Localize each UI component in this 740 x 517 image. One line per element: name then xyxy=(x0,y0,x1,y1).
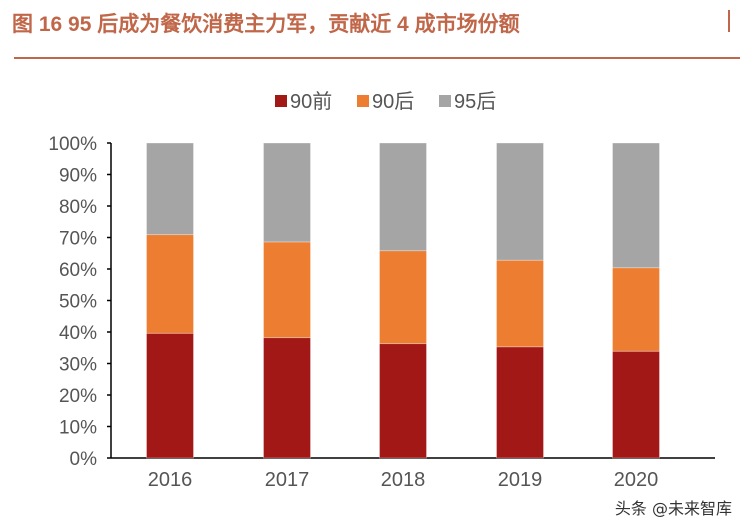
y-tick-label: 10% xyxy=(59,418,97,439)
bar-90后-2019 xyxy=(496,259,544,348)
bar-90前-2016 xyxy=(146,332,194,459)
x-tick-label: 2020 xyxy=(614,469,659,491)
bar-90后-2017 xyxy=(263,241,311,339)
bar-95后-2020 xyxy=(612,142,660,269)
x-tick-label: 2019 xyxy=(498,469,543,491)
y-tick-label: 80% xyxy=(59,197,97,218)
bar-95后-2018 xyxy=(379,142,427,252)
legend-swatch-90后 xyxy=(357,95,369,107)
bar-90前-2020 xyxy=(612,350,660,459)
y-tick-label: 70% xyxy=(59,229,97,250)
y-tick-label: 60% xyxy=(59,260,97,281)
x-tick-label: 2018 xyxy=(381,469,426,491)
bar-90后-2020 xyxy=(612,267,660,352)
y-tick-label: 20% xyxy=(59,386,97,407)
x-tick-label: 2017 xyxy=(265,469,310,491)
y-tick-label: 40% xyxy=(59,323,97,344)
y-tick-label: 100% xyxy=(48,134,97,155)
title-divider xyxy=(14,57,740,59)
figure-title: 图 16 95 后成为餐饮消费主力军，贡献近 4 成市场份额 xyxy=(12,13,520,36)
title-marker xyxy=(728,10,730,32)
legend-label: 95后 xyxy=(454,90,496,113)
bar-95后-2016 xyxy=(146,142,194,236)
bar-95后-2017 xyxy=(263,142,311,243)
legend-label: 90后 xyxy=(372,90,414,113)
bar-90后-2018 xyxy=(379,250,427,345)
bar-90后-2016 xyxy=(146,234,194,334)
legend-swatch-90前 xyxy=(275,95,287,107)
bar-90前-2018 xyxy=(379,343,427,459)
bar-90前-2017 xyxy=(263,337,311,459)
legend-label: 90前 xyxy=(290,90,332,113)
y-tick-label: 90% xyxy=(59,166,97,187)
legend-swatch-95后 xyxy=(439,95,451,107)
y-tick-label: 30% xyxy=(59,355,97,376)
watermark: 头条 @未来智库 xyxy=(614,499,732,517)
bar-90前-2019 xyxy=(496,346,544,459)
y-tick-label: 50% xyxy=(59,292,97,313)
bar-95后-2019 xyxy=(496,142,544,261)
y-tick-label: 0% xyxy=(70,449,98,470)
x-tick-label: 2016 xyxy=(148,469,193,491)
